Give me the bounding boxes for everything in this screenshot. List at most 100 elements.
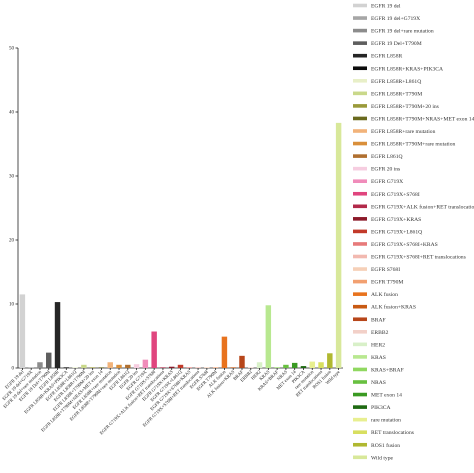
legend-entry: ALK fusion [371, 291, 398, 298]
bar [230, 367, 236, 368]
legend-swatch [353, 380, 367, 384]
bar [204, 367, 210, 368]
legend-entry: EGFR G719X+S768I [371, 192, 420, 198]
legend-entry: PIK3CA [371, 405, 391, 411]
legend-entry: EGFR S768I [371, 267, 400, 273]
bar [318, 362, 324, 368]
legend-swatch [353, 28, 367, 33]
bar [309, 361, 315, 368]
bar [256, 362, 263, 368]
bar [133, 364, 140, 368]
legend-entry: EGFR L858R [371, 54, 403, 60]
chart-legend: EGFR 19 del EGFR 19 del+G719X EGFR 19 del+… [353, 3, 474, 461]
bar [221, 336, 228, 368]
legend-swatch [353, 53, 367, 58]
bar [186, 367, 193, 368]
bar [107, 362, 113, 368]
legend-swatch [353, 104, 367, 108]
legend-entry: RET translocations [371, 430, 414, 436]
y-tick-label: 20 [9, 239, 15, 244]
chart-axes [17, 48, 343, 369]
legend-entry: ERBB2 [371, 330, 389, 336]
legend-entry: EGFR L858R+T790M+rare mutation [371, 142, 456, 148]
legend-swatch [353, 91, 367, 96]
y-tick-label: 30 [9, 175, 15, 180]
legend-swatch [353, 129, 367, 133]
legend-swatch [353, 3, 367, 8]
legend-entry: rare mutation [371, 418, 401, 424]
legend-entry: EGFR G719X+ALK fusion+RET translocations [371, 203, 474, 210]
legend-swatch [353, 242, 367, 246]
legend-entry: EGFR 19 del+rare mutation [371, 29, 434, 35]
bar [160, 367, 166, 368]
legend-entry: Wild type [371, 455, 394, 461]
bar [327, 353, 333, 368]
legend-swatch [353, 405, 367, 409]
chart-bars [19, 122, 342, 368]
legend-swatch [353, 355, 367, 359]
legend-swatch [353, 267, 367, 271]
legend-swatch [353, 229, 367, 234]
legend-swatch [353, 41, 367, 45]
legend-entry: HER2 [371, 342, 385, 348]
legend-entry: EGFR G719X+L861Q [371, 229, 422, 235]
bar [116, 364, 122, 368]
y-tick-label: 10 [9, 303, 15, 308]
legend-swatch [353, 442, 367, 447]
legend-entry: MET exon 14 [371, 393, 402, 399]
legend-entry: EGFR 20 ins [371, 167, 400, 173]
legend-entry: EGFR L858R+KRAS+PIK3CA [371, 66, 443, 72]
legend-entry: EGFR L861Q [371, 154, 403, 160]
legend-swatch [353, 166, 367, 171]
legend-swatch [353, 292, 367, 296]
legend-swatch [353, 367, 367, 372]
bar [265, 305, 272, 368]
legend-entry: EGFR T790M [371, 280, 403, 286]
legend-entry: EGFR L858R+L861Q [371, 79, 421, 85]
legend-swatch [353, 392, 367, 397]
legend-swatch [353, 79, 367, 83]
bar [274, 367, 280, 368]
bar [89, 367, 96, 368]
legend-swatch [353, 16, 367, 20]
legend-swatch [353, 217, 367, 221]
legend-entry: BRAF [371, 317, 386, 323]
bar [81, 364, 87, 368]
bar [72, 367, 78, 368]
legend-swatch [353, 342, 367, 347]
legend-entry: EGFR L858R+T790M [371, 91, 422, 97]
legend-swatch [353, 304, 367, 309]
legend-entry: EGFR G719X+S768I+KRAS [371, 242, 438, 248]
bar [300, 366, 307, 368]
legend-swatch [353, 191, 367, 196]
legend-swatch [353, 430, 367, 434]
legend-entry: ROS1 fusion [371, 442, 400, 449]
bar [195, 367, 201, 368]
bar [335, 122, 342, 368]
legend-entry: ALK fusion+KRAS [371, 304, 416, 311]
bar [37, 362, 43, 368]
bar [239, 355, 245, 368]
bar [151, 331, 157, 368]
legend-swatch [353, 279, 367, 284]
bar [283, 364, 289, 368]
legend-entry: EGFR 19 Del+T790M [371, 41, 422, 47]
legend-entry: EGFR 19 del+G719X [371, 16, 420, 22]
bar [248, 367, 254, 368]
legend-entry: EGFR G719X+S768I+RET translocations [371, 255, 466, 261]
y-tick-label: 0 [12, 367, 15, 372]
legend-swatch [353, 141, 367, 146]
legend-swatch [353, 204, 367, 209]
legend-swatch [353, 116, 367, 121]
legend-entry: NRAS [371, 380, 386, 386]
y-tick-label: 50 [9, 47, 15, 52]
bar [19, 294, 26, 368]
legend-swatch [353, 179, 367, 183]
bar [98, 367, 105, 368]
legend-entry: EGFR L858R+T790M+NRAS+MET exon 14 [371, 116, 474, 122]
legend-entry: KRAS+BRAF [371, 367, 404, 373]
legend-entry: EGFR G719X [371, 179, 403, 185]
legend-entry: EGFR L858R+T790M+20 ins [371, 104, 439, 110]
